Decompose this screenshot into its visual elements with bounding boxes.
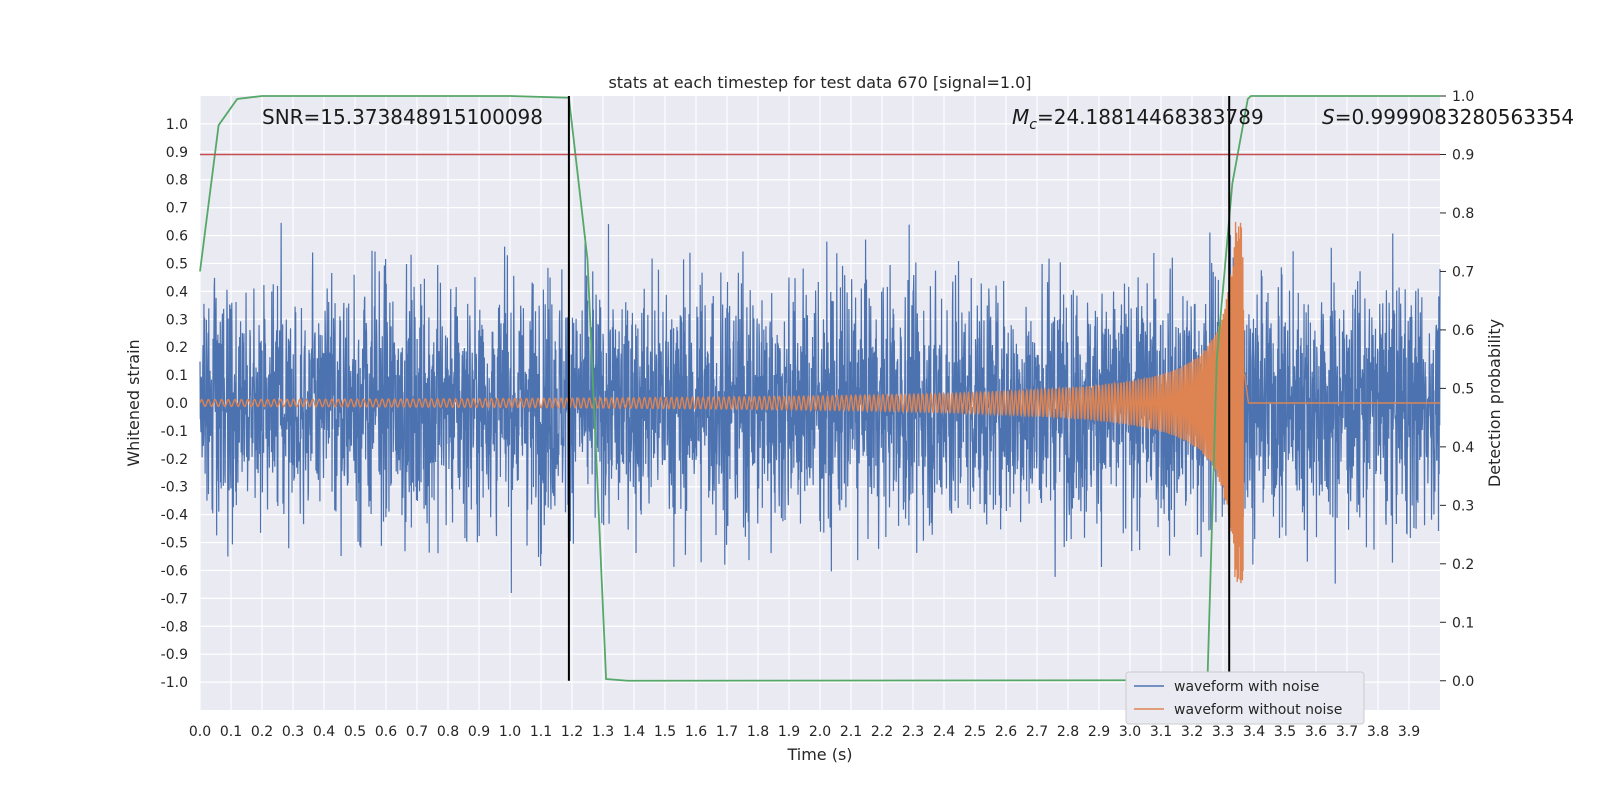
y-right-axis-ticks: 1.0 0.9 0.8 0.7 0.6 0.5 0.4 0.3 0.2 0.1 0.0 <box>1440 89 1474 690</box>
x-tick-label: 3.8 <box>1367 724 1389 740</box>
x-tick-label: 3.0 <box>1119 724 1141 740</box>
y-right-tick-label: 0.4 <box>1452 440 1474 456</box>
legend-label-clean: waveform without noise <box>1174 702 1342 718</box>
y-tick-label: 0.5 <box>166 256 188 272</box>
y-tick-label: 0.7 <box>166 201 188 217</box>
mc-value: =24.18814468383789 <box>1037 105 1264 129</box>
y-tick-label: -0.6 <box>161 563 188 579</box>
series-waveform-without-noise <box>199 221 1440 584</box>
x-tick-label: 1.7 <box>716 724 738 740</box>
x-tick-label: 3.3 <box>1212 724 1234 740</box>
x-tick-label: 0.0 <box>189 724 211 740</box>
y-tick-label: 0.9 <box>166 145 188 161</box>
x-tick-label: 1.6 <box>685 724 707 740</box>
y-right-tick-label: 0.9 <box>1452 147 1474 163</box>
chart-title: stats at each timestep for test data 670… <box>608 73 1031 92</box>
x-tick-label: 0.5 <box>344 724 366 740</box>
x-tick-label: 3.7 <box>1336 724 1358 740</box>
y-tick-label: -0.1 <box>161 424 188 440</box>
x-tick-label: 2.1 <box>840 724 862 740</box>
s-symbol: S <box>1322 105 1335 129</box>
legend: waveform with noise waveform without noi… <box>1125 671 1365 725</box>
mc-symbol: M <box>1012 105 1029 129</box>
mc-annotation: Mc=24.18814468383789 <box>1012 105 1264 133</box>
y-tick-label: -0.3 <box>161 480 188 496</box>
x-tick-label: 1.0 <box>499 724 521 740</box>
series-detection-probability <box>199 95 1440 682</box>
x-tick-label: 1.1 <box>530 724 552 740</box>
mc-subscript: c <box>1029 117 1037 133</box>
y-tick-label: -0.8 <box>161 619 188 635</box>
x-axis-label: Time (s) <box>786 745 852 764</box>
s-annotation: S=0.9999083280563354 <box>1322 105 1574 129</box>
x-tick-label: 0.3 <box>282 724 304 740</box>
y-tick-label: 0.6 <box>166 229 188 245</box>
y-tick-label: -0.9 <box>161 647 188 663</box>
y-right-tick-label: 0.2 <box>1452 557 1474 573</box>
x-tick-label: 1.4 <box>623 724 645 740</box>
x-tick-label: 1.9 <box>778 724 800 740</box>
s-value: =0.9999083280563354 <box>1335 105 1574 129</box>
x-tick-label: 1.2 <box>561 724 583 740</box>
y-tick-label: -0.2 <box>161 452 188 468</box>
x-tick-label: 0.9 <box>468 724 490 740</box>
y-tick-label: -0.7 <box>161 591 188 607</box>
x-tick-label: 0.6 <box>375 724 397 740</box>
x-tick-label: 2.8 <box>1057 724 1079 740</box>
y-tick-label: 1.0 <box>166 117 188 133</box>
x-axis-ticks: 0.0 0.1 0.2 0.3 0.4 0.5 0.6 0.7 0.8 0.9 1.0 1.1 1.2 1… <box>189 724 1420 740</box>
y-tick-label: -0.4 <box>161 508 188 524</box>
y-right-tick-label: 0.8 <box>1452 206 1474 222</box>
x-tick-label: 3.6 <box>1305 724 1327 740</box>
y-right-tick-label: 0.0 <box>1452 674 1474 690</box>
x-tick-label: 2.7 <box>1026 724 1048 740</box>
x-tick-label: 3.5 <box>1274 724 1296 740</box>
x-tick-label: 0.4 <box>313 724 335 740</box>
legend-box <box>1125 671 1365 725</box>
y-right-tick-label: 0.5 <box>1452 381 1474 397</box>
x-tick-label: 2.2 <box>871 724 893 740</box>
y-tick-label: 0.1 <box>166 368 188 384</box>
y-tick-label: 0.3 <box>166 312 188 328</box>
y-right-tick-label: 0.6 <box>1452 323 1474 339</box>
y-tick-label: -1.0 <box>161 675 188 691</box>
x-tick-label: 0.2 <box>251 724 273 740</box>
x-tick-label: 2.3 <box>902 724 924 740</box>
x-tick-label: 1.5 <box>654 724 676 740</box>
x-tick-label: 2.6 <box>995 724 1017 740</box>
x-tick-label: 3.4 <box>1243 724 1265 740</box>
y-right-tick-label: 1.0 <box>1452 89 1474 105</box>
y-tick-label: 0.4 <box>166 284 188 300</box>
probability-line <box>199 95 1440 682</box>
x-tick-label: 2.5 <box>964 724 986 740</box>
x-tick-label: 2.0 <box>809 724 831 740</box>
x-tick-label: 1.8 <box>747 724 769 740</box>
legend-label-noise: waveform with noise <box>1174 679 1319 695</box>
y-tick-label: -0.5 <box>161 536 188 552</box>
x-tick-label: 0.1 <box>220 724 242 740</box>
x-tick-label: 0.7 <box>406 724 428 740</box>
snr-annotation: SNR=15.373848915100098 <box>262 105 543 129</box>
y-axis-ticks: 1.0 0.9 0.8 0.7 0.6 0.5 0.4 0.3 0.2 0.1 0.0 -0.1 -0.… <box>161 117 188 691</box>
x-tick-label: 2.9 <box>1088 724 1110 740</box>
reference-lines <box>200 96 1440 681</box>
y-tick-label: 0.2 <box>166 340 188 356</box>
y-right-tick-label: 0.3 <box>1452 498 1474 514</box>
x-tick-label: 0.8 <box>437 724 459 740</box>
x-tick-label: 3.1 <box>1150 724 1172 740</box>
clean-line <box>199 221 1440 584</box>
x-tick-label: 3.2 <box>1181 724 1203 740</box>
y-tick-label: 0.8 <box>166 173 188 189</box>
y-axis-label: Whitened strain <box>124 339 143 466</box>
y-right-tick-label: 0.1 <box>1452 615 1474 631</box>
x-tick-label: 1.3 <box>592 724 614 740</box>
y-right-tick-label: 0.7 <box>1452 264 1474 280</box>
x-tick-label: 3.9 <box>1398 724 1420 740</box>
y-tick-label: 0.0 <box>166 396 188 412</box>
x-tick-label: 2.4 <box>933 724 955 740</box>
y-right-axis-label: Detection probability <box>1485 319 1504 487</box>
